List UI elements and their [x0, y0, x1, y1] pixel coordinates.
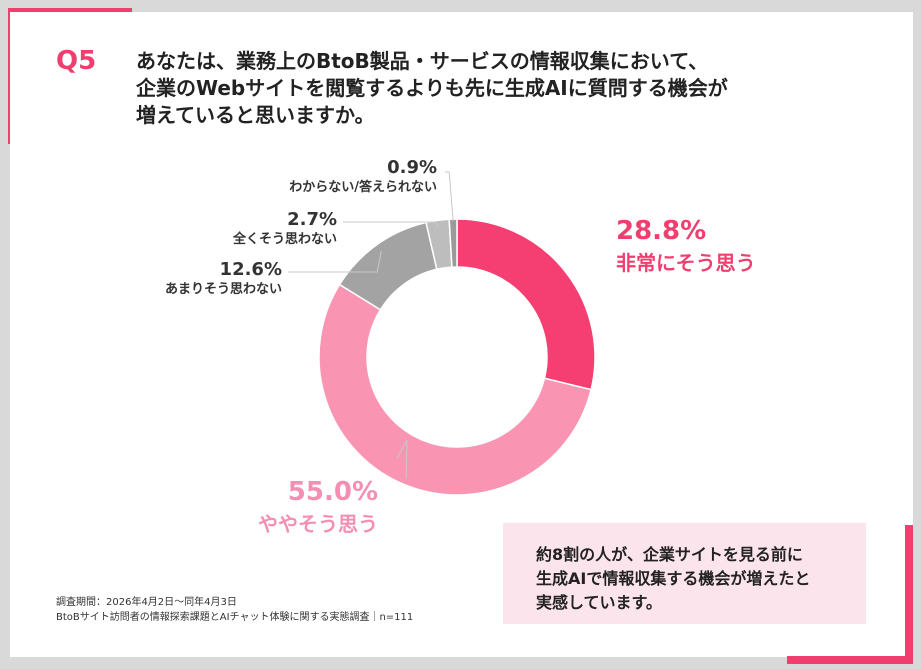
summary-line: 実感しています。 — [536, 593, 662, 612]
slice-dont-know — [448, 218, 458, 268]
value-label-not-at-all: 2.7% — [287, 209, 337, 230]
summary-text: 約8割の人が、企業サイトを見る前に 生成AIで情報収集する機会が増えたと 実感し… — [536, 543, 810, 615]
category-label-somewhat-agree: ややそう思う — [258, 512, 378, 536]
value-label-not-really: 12.6% — [220, 259, 282, 280]
survey-source: BtoBサイト訪問者の情報探索課題とAIチャット体験に関する実態調査｜n=111 — [56, 612, 414, 623]
question-line: あなたは、業務上のBtoB製品・サービスの情報収集において、 — [136, 49, 709, 73]
corner-accent-bottom — [787, 656, 913, 664]
question-line: 企業のWebサイトを閲覧するよりも先に生成AIに質問する機会が — [136, 76, 728, 100]
summary-box: 約8割の人が、企業サイトを見る前に 生成AIで情報収集する機会が増えたと 実感し… — [503, 523, 866, 624]
value-label-very-much-agree: 28.8% — [616, 216, 706, 246]
leader-line-not-really — [288, 251, 382, 273]
slice-somewhat-agree — [318, 283, 592, 496]
question-text: あなたは、業務上のBtoB製品・サービスの情報収集において、 企業のWebサイト… — [136, 48, 826, 129]
question-line: 増えていると思いますか。 — [136, 103, 375, 127]
survey-period: 調査期間：2026年4月2日〜同年4月3日 — [56, 597, 237, 608]
question-number: Q5 — [56, 46, 97, 76]
footnote: 調査期間：2026年4月2日〜同年4月3日 BtoBサイト訪問者の情報探索課題と… — [56, 595, 413, 625]
category-label-dont-know: わからない/答えられない — [289, 179, 437, 195]
value-label-dont-know: 0.9% — [387, 157, 437, 178]
leader-line-somewhat-agree — [396, 439, 408, 479]
corner-accent-right — [905, 525, 913, 664]
leader-line-dont-know — [445, 171, 454, 222]
leader-line-not-at-all — [343, 221, 439, 227]
category-label-very-much-agree: 非常にそう思う — [616, 251, 756, 275]
summary-line: 約8割の人が、企業サイトを見る前に — [536, 545, 803, 564]
slice-very-much-agree — [456, 218, 596, 391]
category-label-not-at-all: 全くそう思わない — [232, 231, 337, 247]
category-label-not-really: あまりそう思わない — [165, 282, 282, 297]
value-label-somewhat-agree: 55.0% — [288, 477, 378, 507]
summary-line: 生成AIで情報収集する機会が増えたと — [536, 569, 811, 588]
